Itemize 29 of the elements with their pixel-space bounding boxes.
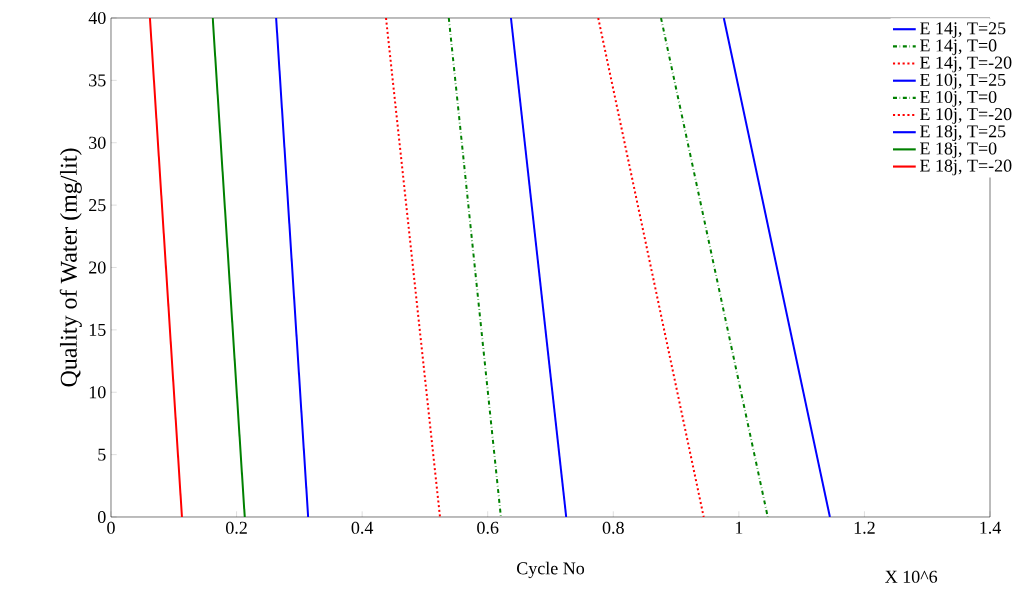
x-tick-label: 0.4 <box>351 521 374 534</box>
legend-label: E 14j, T=25 <box>920 22 1006 39</box>
legend-label: E 14j, T=-20 <box>920 56 1012 73</box>
legend-label: E 18j, T=-20 <box>920 159 1012 176</box>
legend-label: E 18j, T=25 <box>920 125 1006 142</box>
legend-label: E 18j, T=0 <box>920 142 997 159</box>
y-tick-label: 35 <box>89 74 106 87</box>
legend-label: E 10j, T=0 <box>920 90 997 107</box>
y-tick-label: 0 <box>97 510 106 524</box>
x-tick-label: 0.2 <box>226 521 247 534</box>
legend-label: E 10j, T=-20 <box>920 108 1012 124</box>
x-tick-label: 1 <box>735 521 743 534</box>
x-axis-title: Cycle No <box>516 561 585 579</box>
legend-label: E 10j, T=25 <box>920 73 1006 90</box>
x-tick-label: 0.6 <box>477 521 499 534</box>
y-tick-label: 5 <box>98 448 106 461</box>
legend-label: E 14j, T=0 <box>920 39 997 56</box>
text: X 10^6 <box>885 570 938 583</box>
y-axis-title: Quality of Water (mg/lit) <box>59 148 82 387</box>
x-tick-label: 0 <box>107 521 115 534</box>
y-tick-label: 10 <box>89 386 106 399</box>
y-tick-label: 40 <box>88 11 106 25</box>
y-tick-label: 20 <box>89 261 106 274</box>
y-tick-label: 15 <box>89 323 106 336</box>
y-tick-label: 30 <box>89 136 106 149</box>
x-tick-label: 1.2 <box>854 521 875 534</box>
x-tick-label: 0.8 <box>602 521 624 534</box>
x-tick-label: 1.4 <box>980 521 1001 534</box>
y-tick-label: 25 <box>89 199 106 212</box>
